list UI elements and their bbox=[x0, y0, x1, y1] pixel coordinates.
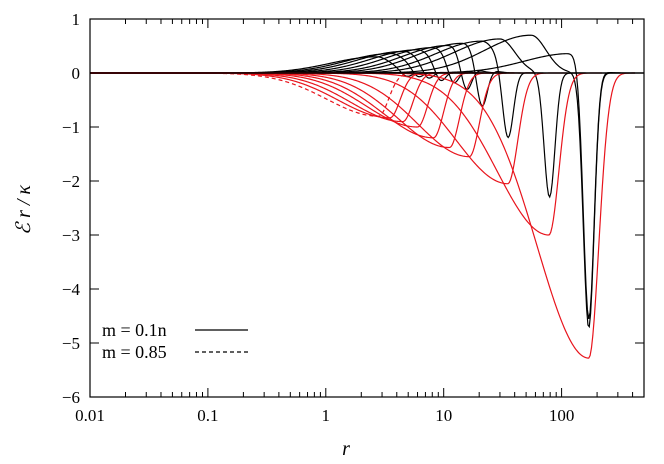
legend-label-dashed: m = 0.85 bbox=[102, 342, 167, 362]
y-tick-label: −4 bbox=[62, 280, 81, 299]
x-tick-label: 0.01 bbox=[75, 406, 105, 425]
x-tick-label: 0.1 bbox=[197, 406, 218, 425]
y-tick-label: −1 bbox=[62, 118, 80, 137]
red-series-line-5 bbox=[90, 72, 500, 139]
plot-frame bbox=[89, 18, 645, 398]
y-tick-label: −5 bbox=[62, 334, 80, 353]
y-tick-label: −2 bbox=[62, 172, 80, 191]
x-tick-label: 100 bbox=[549, 406, 575, 425]
y-tick-label: 1 bbox=[72, 10, 81, 29]
x-tick-label: 10 bbox=[435, 406, 452, 425]
black-series-line-10 bbox=[90, 34, 622, 329]
x-tick-labels: 0.01 0.1 1 10 100 bbox=[75, 406, 574, 425]
y-tick-labels: −6 −5 −4 −3 −2 −1 0 1 bbox=[62, 10, 81, 407]
legend-label-solid: m = 0.1n bbox=[102, 320, 167, 340]
legend: m = 0.1n m = 0.85 bbox=[102, 320, 248, 362]
y-tick-label: 0 bbox=[72, 64, 81, 83]
black-series-line-11 bbox=[90, 53, 636, 320]
axis-ticks bbox=[89, 18, 645, 398]
y-tick-label: −3 bbox=[62, 226, 80, 245]
red-series-line-4 bbox=[90, 72, 485, 128]
y-tick-label: −6 bbox=[62, 388, 80, 407]
y-axis-title: ℰ r / κ bbox=[13, 185, 35, 235]
x-tick-label: 1 bbox=[322, 406, 331, 425]
x-axis-title: r bbox=[342, 438, 350, 460]
red-series-line-1 bbox=[90, 72, 433, 117]
curves-layer bbox=[90, 34, 636, 359]
